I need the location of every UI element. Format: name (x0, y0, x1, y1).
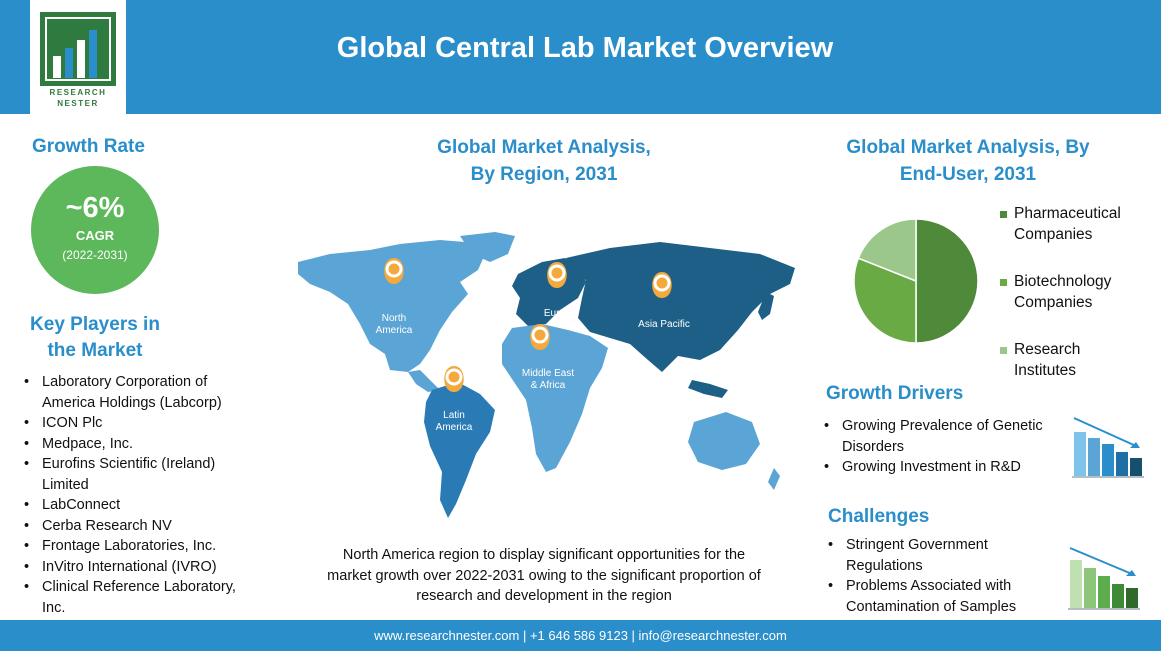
list-item: Medpace, Inc. (22, 434, 262, 455)
logo-bar-chart-icon (40, 12, 116, 86)
logo-text-research: RESEARCH (49, 88, 107, 97)
legend-swatch (1000, 279, 1007, 286)
oceania-region (688, 412, 760, 470)
cagr-value: ~6% (65, 192, 125, 224)
legend-label-line2: Institutes (1014, 361, 1077, 379)
legend-label-line2: Companies (1014, 225, 1093, 243)
cagr-label: CAGR (75, 228, 115, 243)
end-user-pie-chart (853, 218, 979, 344)
north-america-label-line1: North (382, 313, 406, 324)
japan-region (758, 292, 774, 320)
list-item: Growing Investment in R&D (822, 457, 1072, 478)
greenland-region (460, 232, 515, 262)
key-players-title-line1: Key Players in (30, 314, 160, 335)
legend-label-line2: Companies (1014, 293, 1093, 311)
cagr-period: (2022-2031) (62, 248, 128, 262)
new-zealand-region (768, 468, 780, 490)
end-user-title-line2: End-User, 2031 (899, 164, 1037, 185)
asia-pacific-pin-icon (652, 272, 672, 298)
pie-legend: Pharmaceutical Companies Biotechnology C… (1000, 204, 1160, 408)
europe-label: Europe (544, 308, 577, 319)
region-description: North America region to display signific… (327, 547, 761, 604)
mea-label-line2: & Africa (531, 380, 566, 391)
latin-america-pin-icon (444, 366, 464, 392)
list-item: Eurofins Scientific (Ireland) Limited (22, 454, 262, 495)
footer-contact-bar[interactable]: www.researchnester.com | +1 646 586 9123… (0, 620, 1161, 651)
growth-drivers-list: Growing Prevalence of Genetic Disorders … (822, 416, 1072, 478)
north-america-region (298, 240, 485, 372)
decline-bars-icon (1068, 547, 1140, 610)
list-item: Growing Prevalence of Genetic Disorders (822, 416, 1072, 457)
uk-region (520, 274, 530, 292)
list-item: LabConnect (22, 495, 262, 516)
legend-label-line1: Biotechnology (1014, 273, 1112, 290)
logo-text-nester: NESTER (57, 99, 99, 108)
growth-drivers-title: Growth Drivers (826, 383, 964, 404)
middle-east-africa-pin-icon (530, 324, 550, 350)
asia-region (566, 242, 795, 372)
legend-label-line1: Pharmaceutical (1014, 205, 1121, 222)
cagr-badge: ~6% CAGR (2022-2031) (31, 166, 159, 294)
legend-item-pharmaceutical: Pharmaceutical Companies (1000, 204, 1160, 245)
list-item: Laboratory Corporation of America Holdin… (22, 372, 262, 413)
page-title: Global Central Lab Market Overview (336, 32, 834, 64)
latin-america-label-line1: Latin (443, 410, 465, 421)
list-item: ICON Plc (22, 413, 262, 434)
key-players-list: Laboratory Corporation of America Holdin… (22, 372, 262, 618)
header-banner: RESEARCH NESTER Global Central Lab Marke… (0, 0, 1161, 114)
africa-region (502, 324, 608, 472)
legend-label-line1: Research (1014, 341, 1081, 358)
region-title-line2: By Region, 2031 (470, 164, 618, 185)
latin-america-label-line2: America (436, 422, 473, 433)
challenges-title: Challenges (828, 506, 930, 527)
pie-slice-research-institutes (857, 218, 917, 283)
growth-bars-icon (1072, 417, 1144, 478)
mea-label-line1: Middle East (522, 368, 574, 379)
list-item: Cerba Research NV (22, 516, 262, 537)
south-america-region (424, 382, 495, 518)
world-map: North America Europe Asia Pacific Middle… (298, 232, 795, 518)
list-item: Clinical Reference Laboratory, Inc. (22, 577, 262, 618)
asia-pacific-label: Asia Pacific (638, 319, 690, 330)
north-america-pin-icon (384, 258, 404, 284)
end-user-analysis-title: Global Market Analysis, By End-User, 203… (832, 134, 1104, 188)
region-title-line1: Global Market Analysis, (437, 137, 651, 158)
key-players-title-line2: the Market (47, 340, 143, 361)
list-item: Frontage Laboratories, Inc. (22, 536, 262, 557)
legend-item-biotechnology: Biotechnology Companies (1000, 272, 1160, 313)
europe-pin-icon (547, 262, 567, 288)
north-america-label-line2: America (376, 325, 413, 336)
europe-region (512, 258, 586, 326)
central-america-region (408, 370, 440, 392)
key-players-title: Key Players in the Market (22, 312, 168, 364)
pie-slice-biotechnology-companies (853, 257, 917, 344)
legend-swatch (1000, 347, 1007, 354)
indonesia-region (688, 380, 728, 398)
growth-rate-title: Growth Rate (32, 136, 145, 157)
legend-swatch (1000, 211, 1007, 218)
pie-slice-pharmaceutical-companies (915, 218, 979, 344)
end-user-title-line1: Global Market Analysis, By (846, 137, 1090, 158)
list-item: Stringent Government Regulations (826, 535, 1056, 576)
list-item: InVitro International (IVRO) (22, 557, 262, 578)
challenges-list: Stringent Government Regulations Problem… (826, 535, 1056, 617)
legend-item-research: Research Institutes (1000, 340, 1160, 381)
research-nester-logo[interactable]: RESEARCH NESTER (30, 0, 126, 114)
region-analysis-title: Global Market Analysis, By Region, 2031 (400, 134, 688, 188)
list-item: Problems Associated with Contamination o… (826, 576, 1056, 617)
